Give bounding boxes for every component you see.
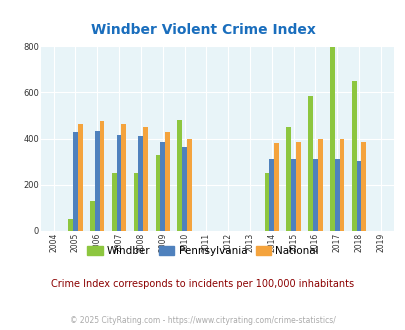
Bar <box>339 139 343 231</box>
Bar <box>121 123 126 231</box>
Bar <box>295 142 300 231</box>
Bar <box>90 201 95 231</box>
Bar <box>351 81 356 231</box>
Bar <box>317 139 322 231</box>
Text: © 2025 CityRating.com - https://www.cityrating.com/crime-statistics/: © 2025 CityRating.com - https://www.city… <box>70 316 335 325</box>
Text: Windber Violent Crime Index: Windber Violent Crime Index <box>90 23 315 37</box>
Bar <box>138 136 143 231</box>
Bar <box>160 142 165 231</box>
Bar <box>116 135 121 231</box>
Bar <box>68 219 73 231</box>
Bar <box>269 159 273 231</box>
Bar <box>182 147 186 231</box>
Bar <box>312 159 317 231</box>
Bar <box>133 173 138 231</box>
Bar <box>307 96 312 231</box>
Bar <box>290 159 295 231</box>
Bar <box>264 173 269 231</box>
Bar <box>273 143 278 231</box>
Bar <box>95 130 100 231</box>
Bar <box>360 142 365 231</box>
Bar <box>78 123 83 231</box>
Bar <box>155 155 160 231</box>
Bar <box>112 173 116 231</box>
Bar <box>100 121 104 231</box>
Bar <box>356 161 360 231</box>
Bar <box>143 127 148 231</box>
Bar <box>186 139 191 231</box>
Text: Crime Index corresponds to incidents per 100,000 inhabitants: Crime Index corresponds to incidents per… <box>51 279 354 289</box>
Legend: Windber, Pennsylvania, National: Windber, Pennsylvania, National <box>83 242 322 260</box>
Bar <box>165 132 169 231</box>
Bar <box>177 120 182 231</box>
Bar <box>73 132 78 231</box>
Bar <box>286 127 290 231</box>
Bar <box>334 159 339 231</box>
Bar <box>329 48 334 231</box>
